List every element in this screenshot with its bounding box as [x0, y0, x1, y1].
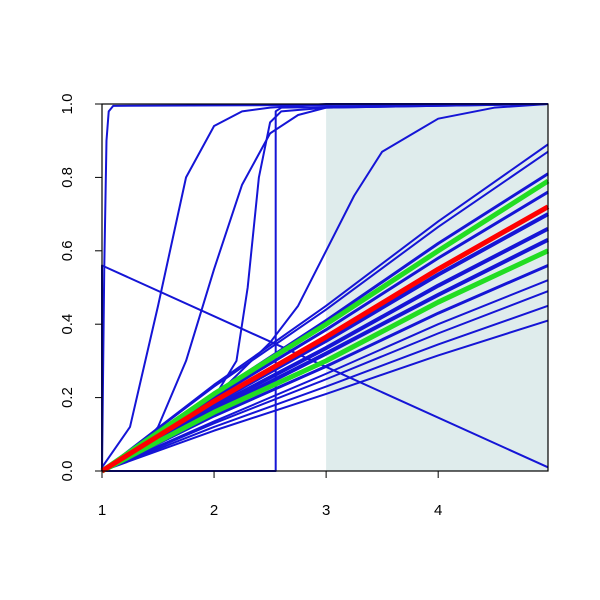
series-line	[101, 279, 549, 472]
series-line	[101, 150, 549, 472]
series-line	[101, 103, 549, 472]
x-tick-label: 3	[322, 502, 330, 519]
x-tick-label: 4	[434, 502, 442, 519]
x-tick-label: 1	[98, 502, 106, 519]
y-tick-label: 0.4	[59, 314, 76, 335]
series-line	[101, 103, 549, 472]
series-line	[100, 178, 550, 474]
series-line	[100, 248, 550, 474]
x-tick-label: 2	[210, 502, 218, 519]
series-line	[101, 103, 549, 472]
series-line	[101, 103, 548, 468]
y-tick-label: 0.8	[59, 167, 76, 188]
series-line	[101, 304, 549, 472]
series-line	[101, 319, 549, 472]
y-tick-label: 0.0	[59, 461, 76, 482]
y-tick-label: 0.6	[59, 240, 76, 261]
y-tick-label: 0.2	[59, 387, 76, 408]
series-line	[101, 290, 549, 472]
series-line	[101, 227, 549, 473]
series-line	[100, 204, 550, 474]
y-tick-label: 1.0	[59, 94, 76, 115]
